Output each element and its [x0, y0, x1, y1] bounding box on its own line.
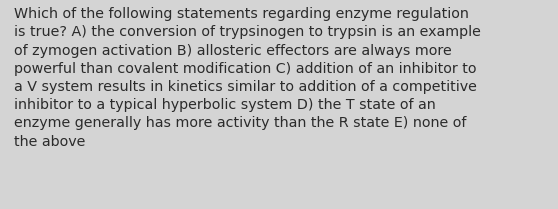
Text: Which of the following statements regarding enzyme regulation
is true? A) the co: Which of the following statements regard…	[14, 7, 481, 149]
